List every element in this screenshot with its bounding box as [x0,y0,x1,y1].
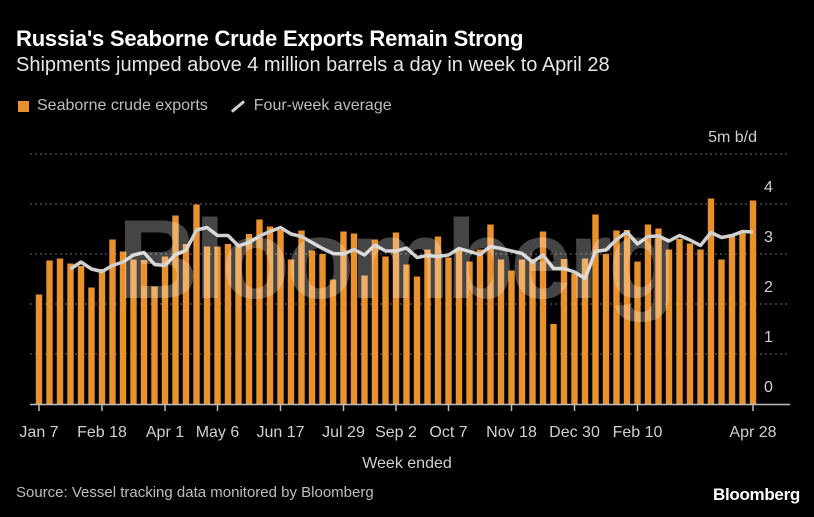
bar-week-28 [329,279,337,404]
bar-week-13 [172,215,179,404]
bar-week-17 [214,246,221,404]
bar-week-20 [245,234,253,404]
x-tick-label: Feb 18 [77,424,127,441]
bar-week-21 [256,219,263,404]
x-tick-label: Jul 29 [322,424,365,441]
bar-week-39 [445,257,452,404]
bar-week-33 [382,256,389,404]
bar-week-46 [518,259,526,404]
bar-week-50 [560,259,568,404]
bar-week-34 [392,232,400,404]
x-axis-title: Week ended [362,455,452,472]
bar-week-60 [665,249,673,404]
y-tick-label: 0 [764,379,773,396]
bar-week-57 [634,261,641,404]
bar-week-6 [98,269,106,404]
bar-week-15 [193,204,200,404]
legend-label-average: Four-week average [253,97,392,114]
bar-week-48 [539,231,547,404]
bar-week-62 [686,243,694,404]
bar-week-29 [340,231,347,404]
legend-label-exports: Seaborne crude exports [37,97,208,114]
bar-week-66 [728,235,736,404]
bar-week-37 [424,249,431,404]
bar-week-55 [613,230,620,404]
bar-week-12 [161,256,169,404]
bar-week-11 [151,286,158,404]
bar-week-65 [718,259,725,404]
bar-week-42 [476,249,484,404]
bar-week-27 [319,254,326,404]
bar-week-8 [119,251,127,404]
bar-week-18 [224,244,232,404]
x-tick-label: Jun 17 [256,424,304,441]
bar-week-49 [550,324,557,404]
bar-week-14 [182,244,190,404]
bar-week-9 [130,259,137,404]
bar-week-38 [434,236,442,404]
legend: Seaborne crude exports Four-week average [18,97,392,115]
x-tick-label: Sep 2 [375,424,417,441]
bar-week-44 [497,259,505,404]
bar-week-2 [56,258,64,404]
bar-week-24 [287,259,295,404]
bar-week-31 [361,275,368,404]
bar-week-3 [67,263,74,404]
bar-week-25 [298,230,305,404]
bar-week-32 [371,239,379,404]
bar-week-35 [403,264,410,404]
bar-week-41 [466,261,473,404]
bar-week-59 [655,228,662,404]
bar-week-43 [487,224,494,404]
x-tick-label: Nov 18 [486,424,537,441]
bar-week-52 [581,258,589,404]
bar-week-30 [350,233,358,404]
y-tick-label: 1 [764,329,773,346]
y-axis-unit: 5m b/d [708,129,757,146]
x-tick-label: Jan 7 [19,424,58,441]
bar-week-19 [235,246,242,404]
y-tick-label: 3 [764,229,773,246]
bar-week-1 [46,260,53,404]
y-tick-label: 4 [764,179,773,196]
chart-title: Russia's Seaborne Crude Exports Remain S… [16,26,524,51]
bar-week-67 [739,233,746,404]
x-tick-label: Apr 1 [146,424,184,441]
bar-week-56 [623,230,631,404]
four-week-average-line [69,225,754,281]
bar-week-4 [77,266,85,404]
bar-week-23 [277,230,284,404]
bar-week-63 [697,249,704,404]
x-tick-label: Feb 10 [613,424,663,441]
bar-week-61 [676,239,683,404]
bar-week-45 [508,270,515,404]
bar-week-58 [644,224,652,404]
bar-week-54 [602,254,610,404]
y-tick-label: 2 [764,279,773,296]
legend-bar-swatch [18,100,29,112]
bar-week-22 [266,226,274,404]
bar-week-40 [455,250,463,404]
source-note: Source: Vessel tracking data monitored b… [16,484,374,501]
chart-subtitle: Shipments jumped above 4 million barrels… [16,54,610,76]
bar-week-47 [529,259,536,404]
bar-week-0 [35,294,43,404]
bar-week-7 [109,239,116,404]
bloomberg-logo: Bloomberg [712,485,800,504]
x-tick-label: Apr 28 [729,424,776,441]
bar-week-36 [413,276,421,404]
bar-week-5 [88,287,95,404]
x-tick-label: Oct 7 [429,424,467,441]
bar-week-53 [592,214,599,404]
x-tick-label: Dec 30 [549,424,600,441]
bar-week-16 [203,246,211,404]
bar-week-10 [140,260,148,404]
bar-week-51 [571,273,578,404]
x-tick-label: May 6 [196,424,240,441]
bar-week-68 [749,200,757,404]
bar-week-26 [308,250,316,404]
bar-week-64 [707,198,715,404]
watermark: Bloomberg [117,197,672,322]
